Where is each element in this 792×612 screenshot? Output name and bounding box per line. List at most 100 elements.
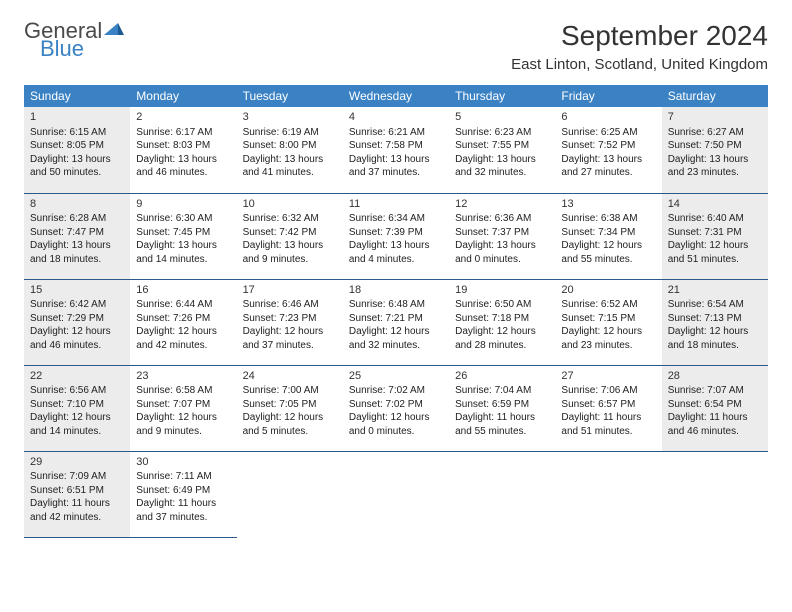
day-info-line: Sunset: 7:10 PM xyxy=(30,398,124,412)
day-info-line: Sunrise: 6:30 AM xyxy=(136,212,230,226)
day-number: 19 xyxy=(455,283,549,298)
day-cell: 15Sunrise: 6:42 AMSunset: 7:29 PMDayligh… xyxy=(24,279,130,365)
day-cell: 8Sunrise: 6:28 AMSunset: 7:47 PMDaylight… xyxy=(24,193,130,279)
day-info-line: Sunset: 6:59 PM xyxy=(455,398,549,412)
logo-blue: Blue xyxy=(40,38,124,60)
day-info-line: Sunrise: 7:04 AM xyxy=(455,384,549,398)
day-info-line: Daylight: 12 hours xyxy=(349,325,443,339)
day-info-line: Daylight: 12 hours xyxy=(668,239,762,253)
day-info-line: Daylight: 12 hours xyxy=(243,325,337,339)
day-info-line: Daylight: 13 hours xyxy=(30,153,124,167)
day-info-line: Daylight: 12 hours xyxy=(136,411,230,425)
day-number: 16 xyxy=(136,283,230,298)
day-info-line: Sunset: 7:18 PM xyxy=(455,312,549,326)
day-info-line: and 55 minutes. xyxy=(561,253,655,267)
day-info-line: Sunset: 7:21 PM xyxy=(349,312,443,326)
day-info-line: Sunset: 7:45 PM xyxy=(136,226,230,240)
day-cell: 18Sunrise: 6:48 AMSunset: 7:21 PMDayligh… xyxy=(343,279,449,365)
day-info-line: and 23 minutes. xyxy=(668,166,762,180)
day-info-line: Daylight: 12 hours xyxy=(561,325,655,339)
day-info-line: and 4 minutes. xyxy=(349,253,443,267)
day-cell: 28Sunrise: 7:07 AMSunset: 6:54 PMDayligh… xyxy=(662,365,768,451)
calendar-row: 29Sunrise: 7:09 AMSunset: 6:51 PMDayligh… xyxy=(24,451,768,537)
day-number: 11 xyxy=(349,197,443,212)
day-number: 6 xyxy=(561,110,655,125)
day-info-line: Sunrise: 6:58 AM xyxy=(136,384,230,398)
day-number: 22 xyxy=(30,369,124,384)
day-info-line: Sunrise: 6:56 AM xyxy=(30,384,124,398)
day-info-line: Daylight: 13 hours xyxy=(349,239,443,253)
day-number: 2 xyxy=(136,110,230,125)
calendar-row: 22Sunrise: 6:56 AMSunset: 7:10 PMDayligh… xyxy=(24,365,768,451)
day-number: 10 xyxy=(243,197,337,212)
day-info-line: Sunrise: 7:00 AM xyxy=(243,384,337,398)
day-number: 8 xyxy=(30,197,124,212)
day-info-line: Sunrise: 6:54 AM xyxy=(668,298,762,312)
day-info-line: Daylight: 13 hours xyxy=(668,153,762,167)
day-info-line: Sunrise: 6:21 AM xyxy=(349,126,443,140)
day-info-line: Sunrise: 6:50 AM xyxy=(455,298,549,312)
day-info-line: Daylight: 11 hours xyxy=(561,411,655,425)
day-cell: 23Sunrise: 6:58 AMSunset: 7:07 PMDayligh… xyxy=(130,365,236,451)
day-info-line: Sunrise: 6:38 AM xyxy=(561,212,655,226)
day-info-line: Daylight: 13 hours xyxy=(243,153,337,167)
day-info-line: Sunrise: 6:28 AM xyxy=(30,212,124,226)
day-cell xyxy=(449,451,555,537)
day-cell: 11Sunrise: 6:34 AMSunset: 7:39 PMDayligh… xyxy=(343,193,449,279)
day-number: 14 xyxy=(668,197,762,212)
day-number: 9 xyxy=(136,197,230,212)
day-info-line: Sunset: 7:37 PM xyxy=(455,226,549,240)
day-number: 15 xyxy=(30,283,124,298)
day-info-line: Sunset: 7:26 PM xyxy=(136,312,230,326)
day-info-line: Daylight: 12 hours xyxy=(455,325,549,339)
day-info-line: and 42 minutes. xyxy=(30,511,124,525)
day-info-line: Daylight: 12 hours xyxy=(243,411,337,425)
day-cell: 14Sunrise: 6:40 AMSunset: 7:31 PMDayligh… xyxy=(662,193,768,279)
day-number: 3 xyxy=(243,110,337,125)
day-info-line: Sunrise: 7:07 AM xyxy=(668,384,762,398)
day-cell: 24Sunrise: 7:00 AMSunset: 7:05 PMDayligh… xyxy=(237,365,343,451)
day-cell: 13Sunrise: 6:38 AMSunset: 7:34 PMDayligh… xyxy=(555,193,661,279)
day-cell xyxy=(662,451,768,537)
day-info-line: Sunset: 7:55 PM xyxy=(455,139,549,153)
day-info-line: Sunrise: 6:52 AM xyxy=(561,298,655,312)
day-info-line: Daylight: 13 hours xyxy=(136,153,230,167)
logo-text: General Blue xyxy=(24,20,124,60)
day-info-line: and 46 minutes. xyxy=(668,425,762,439)
day-info-line: Sunset: 6:57 PM xyxy=(561,398,655,412)
day-info-line: Sunrise: 7:02 AM xyxy=(349,384,443,398)
day-info-line: Daylight: 13 hours xyxy=(455,239,549,253)
day-cell: 12Sunrise: 6:36 AMSunset: 7:37 PMDayligh… xyxy=(449,193,555,279)
day-info-line: Sunset: 7:47 PM xyxy=(30,226,124,240)
calendar-table: Sunday Monday Tuesday Wednesday Thursday… xyxy=(24,85,768,538)
day-info-line: Sunset: 7:50 PM xyxy=(668,139,762,153)
day-info-line: and 0 minutes. xyxy=(455,253,549,267)
day-info-line: and 28 minutes. xyxy=(455,339,549,353)
day-info-line: Daylight: 13 hours xyxy=(349,153,443,167)
day-info-line: Daylight: 11 hours xyxy=(668,411,762,425)
day-cell: 16Sunrise: 6:44 AMSunset: 7:26 PMDayligh… xyxy=(130,279,236,365)
day-cell: 1Sunrise: 6:15 AMSunset: 8:05 PMDaylight… xyxy=(24,107,130,193)
day-number: 23 xyxy=(136,369,230,384)
day-info-line: Sunset: 7:29 PM xyxy=(30,312,124,326)
day-info-line: Sunset: 7:05 PM xyxy=(243,398,337,412)
day-number: 20 xyxy=(561,283,655,298)
day-info-line: Sunrise: 6:36 AM xyxy=(455,212,549,226)
day-info-line: Sunset: 7:58 PM xyxy=(349,139,443,153)
day-cell: 29Sunrise: 7:09 AMSunset: 6:51 PMDayligh… xyxy=(24,451,130,537)
day-number: 4 xyxy=(349,110,443,125)
day-info-line: Sunrise: 6:27 AM xyxy=(668,126,762,140)
day-info-line: Sunrise: 7:06 AM xyxy=(561,384,655,398)
day-number: 1 xyxy=(30,110,124,125)
day-cell: 21Sunrise: 6:54 AMSunset: 7:13 PMDayligh… xyxy=(662,279,768,365)
day-info-line: Daylight: 12 hours xyxy=(30,411,124,425)
day-info-line: Daylight: 11 hours xyxy=(30,497,124,511)
day-info-line: and 50 minutes. xyxy=(30,166,124,180)
day-info-line: Sunset: 6:49 PM xyxy=(136,484,230,498)
day-cell: 19Sunrise: 6:50 AMSunset: 7:18 PMDayligh… xyxy=(449,279,555,365)
day-info-line: Sunrise: 6:17 AM xyxy=(136,126,230,140)
day-number: 29 xyxy=(30,455,124,470)
day-info-line: Sunset: 7:15 PM xyxy=(561,312,655,326)
day-number: 24 xyxy=(243,369,337,384)
day-info-line: and 18 minutes. xyxy=(30,253,124,267)
